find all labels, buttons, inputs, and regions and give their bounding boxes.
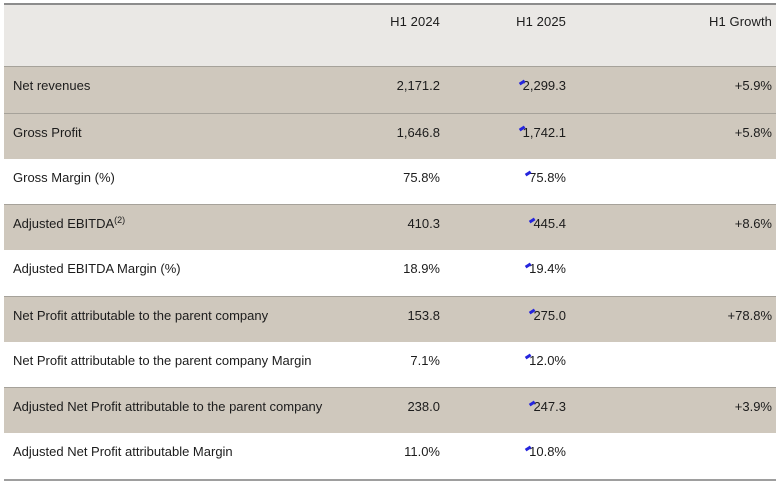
header-row: H1 2024 H1 2025 H1 Growth bbox=[4, 4, 776, 67]
cell-h1-growth: +78.8% bbox=[570, 295, 776, 342]
row-label-cell: Gross Margin (%) bbox=[4, 158, 354, 205]
cell-h1-growth: +5.8% bbox=[570, 112, 776, 159]
row-label: Net Profit attributable to the parent co… bbox=[13, 307, 269, 323]
value-h1-2025: 2,299.3 bbox=[522, 78, 566, 94]
value-h1-2025: 445.4 bbox=[533, 216, 566, 231]
table-row: Net revenues 2,171.2 2,299.3 +5.9% bbox=[4, 66, 776, 113]
row-label: Adjusted EBITDA Margin (%) bbox=[13, 261, 181, 277]
cell-h1-2024: 238.0 bbox=[354, 387, 444, 434]
value-h1-growth: +5.9% bbox=[734, 78, 772, 94]
value-h1-2025: 12.0% bbox=[529, 352, 566, 368]
cell-h1-2025: 19.4% bbox=[444, 250, 570, 296]
cell-h1-2025: 1,742.1 bbox=[444, 112, 570, 159]
row-label-cell: Adjusted EBITDA(2) bbox=[4, 204, 354, 251]
cell-h1-2024: 2,171.2 bbox=[354, 66, 444, 113]
value-h1-2024: 410.3 bbox=[407, 216, 440, 231]
cell-h1-growth: +8.6% bbox=[570, 204, 776, 251]
row-label-superscript: (2) bbox=[114, 215, 126, 225]
header-h1-growth: H1 Growth bbox=[570, 4, 776, 67]
table-row: Gross Margin (%) 75.8% 75.8% bbox=[4, 158, 776, 205]
value-h1-2025: 10.8% bbox=[529, 444, 566, 460]
cell-h1-growth: +5.9% bbox=[570, 66, 776, 113]
row-label: Adjusted EBITDA bbox=[13, 216, 115, 231]
row-label-cell: Adjusted Net Profit attributable Margin bbox=[4, 433, 354, 480]
value-h1-2024: 238.0 bbox=[407, 399, 440, 414]
value-h1-2025: 247.3 bbox=[533, 399, 566, 414]
value-h1-2025: 275.0 bbox=[533, 307, 566, 323]
cell-h1-2025: 2,299.3 bbox=[444, 66, 570, 113]
row-label: Adjusted Net Profit attributable to the … bbox=[13, 399, 323, 414]
cell-h1-2024: 410.3 bbox=[354, 204, 444, 251]
row-label: Adjusted Net Profit attributable Margin bbox=[13, 444, 233, 460]
cell-h1-growth bbox=[570, 341, 776, 388]
table-header: H1 2024 H1 2025 H1 Growth bbox=[4, 4, 776, 67]
cell-h1-2024: 11.0% bbox=[354, 433, 444, 480]
table-body: Net revenues 2,171.2 2,299.3 +5.9% Gross… bbox=[4, 66, 776, 480]
table-row: Adjusted EBITDA(2) 410.3 445.4 +8.6% bbox=[4, 204, 776, 251]
row-label-cell: Adjusted Net Profit attributable to the … bbox=[4, 387, 354, 434]
value-h1-2024: 153.8 bbox=[407, 307, 440, 323]
header-h1-2025: H1 2025 bbox=[444, 4, 570, 67]
value-h1-2025: 19.4% bbox=[529, 261, 566, 277]
value-h1-2024: 11.0% bbox=[404, 444, 440, 460]
table-row: Adjusted Net Profit attributable Margin … bbox=[4, 433, 776, 480]
financial-results-section: H1 2024 H1 2025 H1 Growth Net revenues 2… bbox=[4, 3, 776, 481]
cell-h1-2024: 75.8% bbox=[354, 158, 444, 205]
cell-h1-growth bbox=[570, 433, 776, 480]
row-label-cell: Adjusted EBITDA Margin (%) bbox=[4, 250, 354, 296]
cell-h1-2024: 1,646.8 bbox=[354, 112, 444, 159]
cell-h1-growth: +3.9% bbox=[570, 387, 776, 434]
value-h1-2024: 7.1% bbox=[410, 352, 440, 368]
value-h1-2025: 1,742.1 bbox=[522, 124, 566, 140]
row-label-cell: Net Profit attributable to the parent co… bbox=[4, 295, 354, 342]
cell-h1-2025: 10.8% bbox=[444, 433, 570, 480]
row-label-cell: Net revenues bbox=[4, 66, 354, 113]
value-h1-growth: +78.8% bbox=[727, 307, 772, 323]
row-label-cell: Gross Profit bbox=[4, 112, 354, 159]
value-h1-growth: +5.8% bbox=[734, 124, 772, 140]
table-row: Adjusted EBITDA Margin (%) 18.9% 19.4% bbox=[4, 250, 776, 296]
row-label: Gross Profit bbox=[13, 124, 82, 140]
cell-h1-growth bbox=[570, 250, 776, 296]
value-h1-2025: 75.8% bbox=[529, 169, 566, 185]
row-label: Gross Margin (%) bbox=[13, 169, 115, 185]
header-metric bbox=[4, 4, 354, 67]
cell-h1-2024: 7.1% bbox=[354, 341, 444, 388]
row-label: Net revenues bbox=[13, 78, 91, 94]
cell-h1-2024: 153.8 bbox=[354, 295, 444, 342]
cell-h1-2025: 445.4 bbox=[444, 204, 570, 251]
row-label-cell: Net Profit attributable to the parent co… bbox=[4, 341, 354, 388]
cell-h1-2024: 18.9% bbox=[354, 250, 444, 296]
row-label: Net Profit attributable to the parent co… bbox=[13, 352, 312, 368]
table-row: Gross Profit 1,646.8 1,742.1 +5.8% bbox=[4, 112, 776, 159]
cell-h1-2025: 12.0% bbox=[444, 341, 570, 388]
cell-h1-growth bbox=[570, 158, 776, 205]
value-h1-2024: 75.8% bbox=[403, 169, 440, 185]
cell-h1-2025: 75.8% bbox=[444, 158, 570, 205]
financial-results-table: H1 2024 H1 2025 H1 Growth Net revenues 2… bbox=[4, 3, 776, 481]
table-row: Adjusted Net Profit attributable to the … bbox=[4, 387, 776, 434]
value-h1-2024: 18.9% bbox=[403, 261, 440, 277]
value-h1-2024: 2,171.2 bbox=[396, 78, 440, 94]
cell-h1-2025: 275.0 bbox=[444, 295, 570, 342]
table-row: Net Profit attributable to the parent co… bbox=[4, 341, 776, 388]
table-row: Net Profit attributable to the parent co… bbox=[4, 295, 776, 342]
value-h1-growth: +3.9% bbox=[734, 399, 772, 414]
value-h1-2024: 1,646.8 bbox=[396, 124, 440, 140]
cell-h1-2025: 247.3 bbox=[444, 387, 570, 434]
header-h1-2024: H1 2024 bbox=[354, 4, 444, 67]
value-h1-growth: +8.6% bbox=[734, 216, 772, 231]
